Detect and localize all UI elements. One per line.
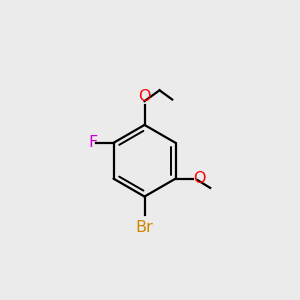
Text: F: F bbox=[89, 135, 98, 150]
Text: O: O bbox=[138, 89, 151, 104]
Text: O: O bbox=[194, 171, 206, 186]
Text: Br: Br bbox=[136, 220, 153, 235]
